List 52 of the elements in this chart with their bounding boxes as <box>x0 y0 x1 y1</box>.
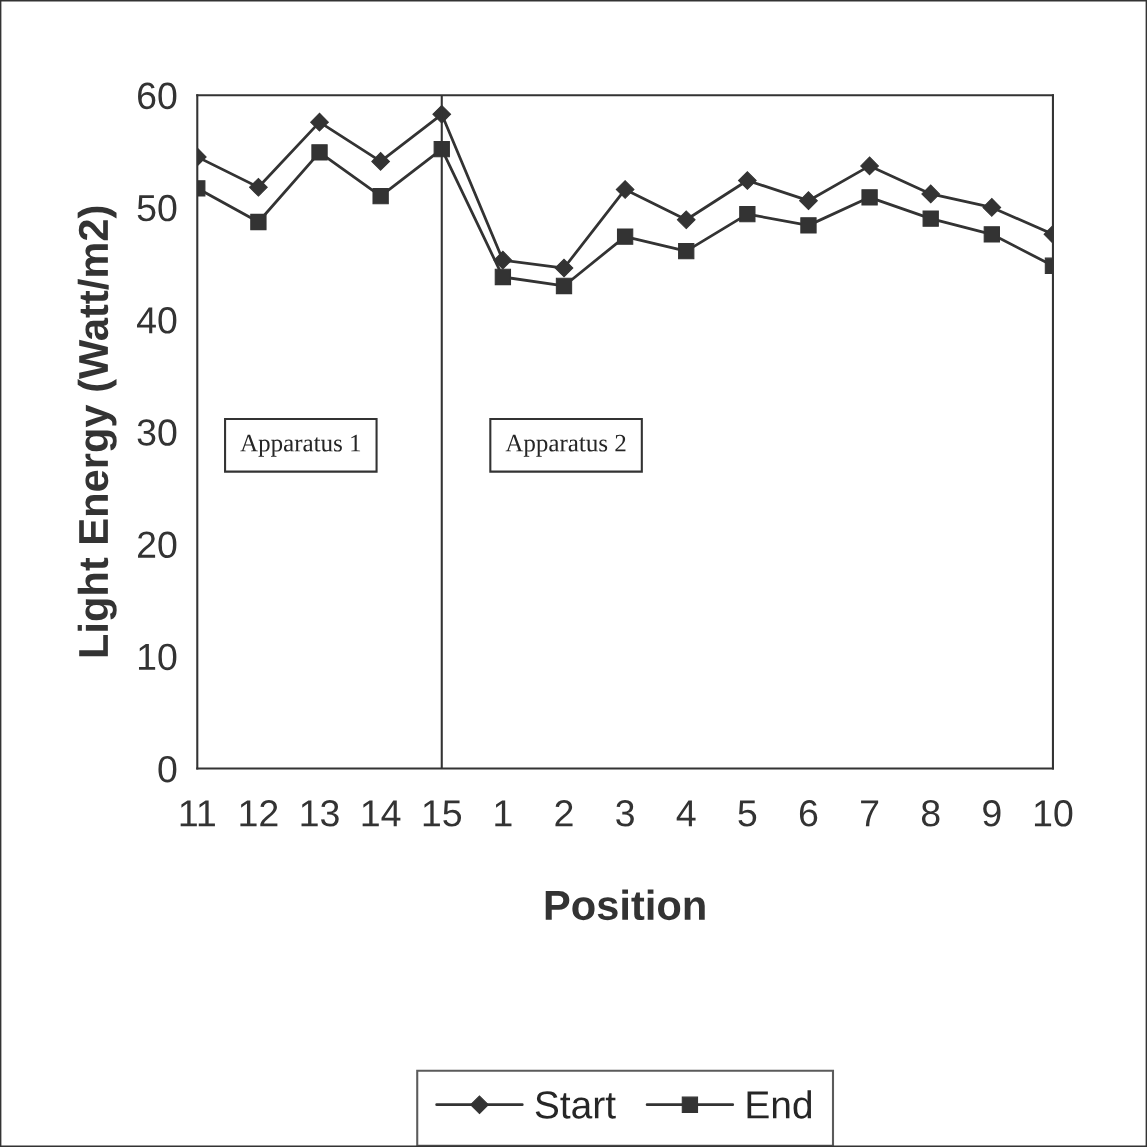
x-tick-label: 15 <box>423 800 462 827</box>
x-tick-label: 9 <box>983 800 1001 827</box>
point <box>310 112 329 132</box>
point <box>616 228 634 245</box>
point <box>493 250 513 270</box>
y-tick-label: 20 <box>138 531 177 559</box>
point <box>311 144 328 161</box>
point <box>676 210 696 230</box>
point <box>555 277 573 295</box>
y-axis-title: Light Energy (Watt/m2) <box>77 206 117 657</box>
legend-label: Start <box>535 1091 616 1119</box>
x-tick-label: 7 <box>861 800 879 827</box>
point <box>250 213 267 231</box>
point <box>678 243 695 260</box>
y-tick-label: 0 <box>158 755 177 783</box>
x-tick-label: 2 <box>555 800 573 827</box>
x-tick-label: 3 <box>616 800 634 827</box>
point <box>249 177 268 197</box>
annotation: Apparatus 1 <box>240 434 361 457</box>
x-tick-label: 8 <box>921 800 940 827</box>
point <box>861 189 878 206</box>
point <box>371 152 390 171</box>
y-tick-label: 30 <box>137 419 177 446</box>
y-tick-label: 10 <box>138 643 177 671</box>
x-tick-label: 14 <box>362 800 401 827</box>
x-tick-label: 4 <box>676 800 696 827</box>
point <box>860 156 879 176</box>
x-axis-title: Position <box>545 889 705 921</box>
legend-label: End <box>747 1090 812 1119</box>
point <box>982 198 1002 217</box>
point <box>494 268 512 286</box>
y-tick-label: 40 <box>136 307 177 334</box>
point <box>799 191 818 211</box>
y-tick-label: 60 <box>138 82 177 110</box>
point <box>800 217 817 234</box>
point <box>554 258 574 278</box>
x-tick-label: 10 <box>1034 800 1073 827</box>
point <box>372 188 389 205</box>
point <box>737 171 757 190</box>
y-tick-label: 50 <box>137 194 177 222</box>
x-tick-label: 12 <box>240 800 278 827</box>
x-tick-label: 11 <box>180 800 215 827</box>
x-tick-label: 5 <box>738 800 757 827</box>
x-tick-label: 1 <box>495 800 512 827</box>
point <box>739 205 756 223</box>
point <box>922 210 939 227</box>
point <box>615 180 635 199</box>
x-tick-label: 6 <box>799 800 818 827</box>
annotation: Apparatus 2 <box>505 434 626 457</box>
point <box>921 184 941 204</box>
x-tick-label: 13 <box>301 800 339 827</box>
point <box>983 226 1000 243</box>
